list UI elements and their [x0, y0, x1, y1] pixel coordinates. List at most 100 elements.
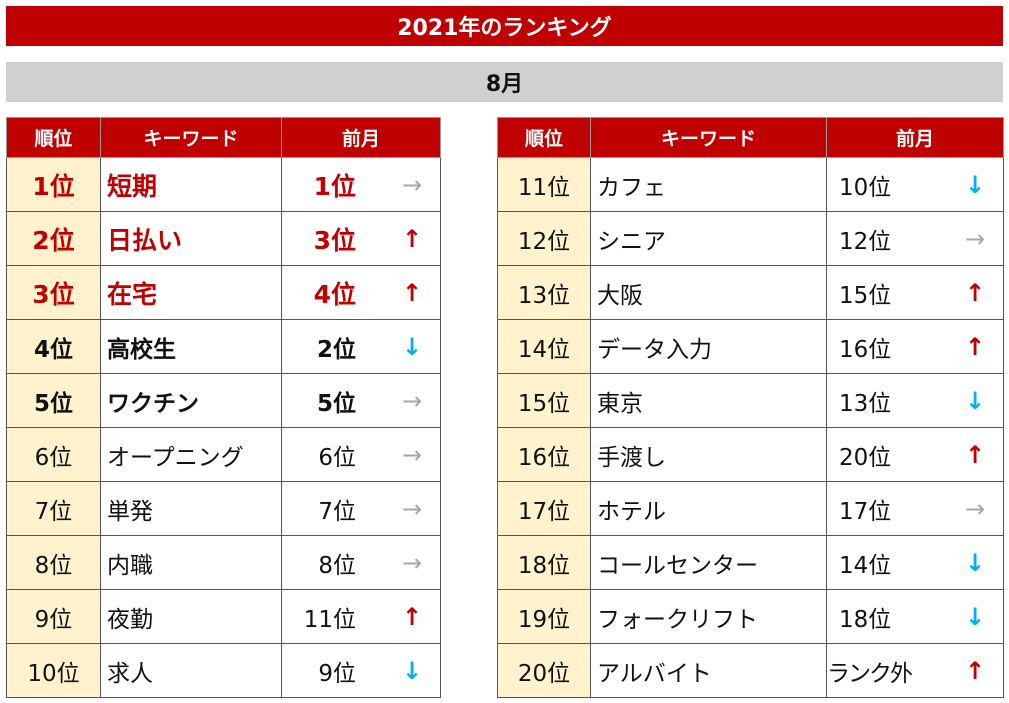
rank-cell: 15位 — [497, 373, 591, 428]
trend-up-arrow-icon: ↑ — [401, 278, 423, 307]
ranking-row: 15位 東京 13位 ↓ — [497, 373, 1004, 428]
trend-up-arrow-icon: ↑ — [964, 332, 986, 361]
ranking-row: 6位 オープニング 6位 → — [6, 427, 441, 482]
trend-down-arrow-icon: ↓ — [964, 548, 986, 577]
rank-cell: 18位 — [497, 535, 591, 590]
prev-month-cell: 14位 ↓ — [826, 535, 1004, 590]
rank-cell: 16位 — [497, 427, 591, 482]
keyword-cell: 単発 — [100, 481, 282, 536]
prev-month-cell: 10位 ↓ — [826, 157, 1004, 212]
rank-cell: 14位 — [497, 319, 591, 374]
keyword-cell: 短期 — [100, 157, 282, 212]
prev-month-cell: 11位 ↑ — [281, 589, 441, 644]
rank-cell: 2位 — [6, 211, 101, 266]
header-keyword: キーワード — [100, 117, 282, 158]
trend-same-arrow-icon: → — [401, 548, 423, 577]
trend-up-arrow-icon: ↑ — [964, 656, 986, 685]
prev-rank-value: 2位 — [316, 336, 356, 363]
prev-rank-value: 1位 — [313, 171, 356, 201]
prev-rank-value: 3位 — [313, 225, 356, 255]
ranking-row: 13位 大阪 15位 ↑ — [497, 265, 1004, 320]
trend-same-arrow-icon: → — [964, 224, 986, 253]
rank-cell: 20位 — [497, 643, 591, 698]
rank-cell: 8位 — [6, 535, 101, 590]
prev-rank-value: 17位 — [839, 498, 892, 525]
trend-up-arrow-icon: ↑ — [401, 602, 423, 631]
trend-same-arrow-icon: → — [401, 386, 423, 415]
keyword-cell: 手渡し — [590, 427, 827, 482]
trend-down-arrow-icon: ↓ — [401, 332, 423, 361]
keyword-cell: フォークリフト — [590, 589, 827, 644]
ranking-row: 11位 カフェ 10位 ↓ — [497, 157, 1004, 212]
ranking-table-left: 順位 キーワード 前月 1位 短期 1位 → 2位 日払い 3位 ↑ 3位 在宅 4位 ↑ 4位 高校生 2… — [6, 117, 441, 698]
trend-same-arrow-icon: → — [401, 170, 423, 199]
ranking-title: 2021年のランキング — [6, 6, 1003, 46]
ranking-row: 17位 ホテル 17位 → — [497, 481, 1004, 536]
rank-cell: 10位 — [6, 643, 101, 698]
prev-month-cell: 2位 ↓ — [281, 319, 441, 374]
keyword-cell: 高校生 — [100, 319, 282, 374]
table-header-row: 順位 キーワード 前月 — [6, 117, 441, 158]
ranking-row: 4位 高校生 2位 ↓ — [6, 319, 441, 374]
prev-rank-value: 14位 — [839, 552, 892, 579]
ranking-row: 19位 フォークリフト 18位 ↓ — [497, 589, 1004, 644]
trend-up-arrow-icon: ↑ — [964, 278, 986, 307]
ranking-row: 7位 単発 7位 → — [6, 481, 441, 536]
prev-month-cell: 13位 ↓ — [826, 373, 1004, 428]
prev-rank-value: 20位 — [839, 444, 892, 471]
prev-month-cell: 18位 ↓ — [826, 589, 1004, 644]
keyword-cell: 大阪 — [590, 265, 827, 320]
keyword-cell: ワクチン — [100, 373, 282, 428]
keyword-cell: アルバイト — [590, 643, 827, 698]
keyword-cell: 在宅 — [100, 265, 282, 320]
keyword-cell: 東京 — [590, 373, 827, 428]
rank-cell: 5位 — [6, 373, 101, 428]
ranking-row: 2位 日払い 3位 ↑ — [6, 211, 441, 266]
rank-cell: 6位 — [6, 427, 101, 482]
trend-down-arrow-icon: ↓ — [964, 602, 986, 631]
prev-rank-value: 7位 — [318, 498, 356, 525]
keyword-cell: 求人 — [100, 643, 282, 698]
rank-cell: 13位 — [497, 265, 591, 320]
prev-month-cell: ランク外 ↑ — [826, 643, 1004, 698]
rank-cell: 19位 — [497, 589, 591, 644]
prev-rank-value: 12位 — [839, 228, 892, 255]
prev-month-cell: 3位 ↑ — [281, 211, 441, 266]
keyword-cell: データ入力 — [590, 319, 827, 374]
keyword-cell: シニア — [590, 211, 827, 266]
prev-rank-value: 11位 — [303, 606, 356, 633]
prev-rank-value: 8位 — [318, 552, 356, 579]
keyword-cell: 内職 — [100, 535, 282, 590]
keyword-cell: カフェ — [590, 157, 827, 212]
keyword-cell: ホテル — [590, 481, 827, 536]
ranking-row: 1位 短期 1位 → — [6, 157, 441, 212]
rank-cell: 7位 — [6, 481, 101, 536]
prev-month-cell: 4位 ↑ — [281, 265, 441, 320]
ranking-row: 8位 内職 8位 → — [6, 535, 441, 590]
ranking-row: 20位 アルバイト ランク外 ↑ — [497, 643, 1004, 698]
prev-rank-value: 5位 — [316, 390, 356, 417]
keyword-cell: 夜勤 — [100, 589, 282, 644]
header-rank: 順位 — [497, 117, 591, 158]
prev-rank-value: ランク外 — [827, 660, 913, 687]
prev-month-cell: 16位 ↑ — [826, 319, 1004, 374]
trend-same-arrow-icon: → — [401, 440, 423, 469]
trend-down-arrow-icon: ↓ — [401, 656, 423, 685]
keyword-cell: オープニング — [100, 427, 282, 482]
trend-down-arrow-icon: ↓ — [964, 386, 986, 415]
prev-month-cell: 20位 ↑ — [826, 427, 1004, 482]
prev-rank-value: 16位 — [839, 336, 892, 363]
prev-rank-value: 10位 — [839, 174, 892, 201]
month-label: 8月 — [6, 62, 1003, 102]
ranking-row: 14位 データ入力 16位 ↑ — [497, 319, 1004, 374]
prev-month-cell: 15位 ↑ — [826, 265, 1004, 320]
ranking-row: 18位 コールセンター 14位 ↓ — [497, 535, 1004, 590]
ranking-row: 5位 ワクチン 5位 → — [6, 373, 441, 428]
ranking-row: 3位 在宅 4位 ↑ — [6, 265, 441, 320]
ranking-row: 16位 手渡し 20位 ↑ — [497, 427, 1004, 482]
trend-up-arrow-icon: ↑ — [964, 440, 986, 469]
ranking-table-right: 順位 キーワード 前月 11位 カフェ 10位 ↓ 12位 シニア 12位 → 13位 大阪 15位… — [497, 117, 1004, 698]
header-rank: 順位 — [6, 117, 101, 158]
header-prev: 前月 — [281, 117, 441, 158]
rank-cell: 12位 — [497, 211, 591, 266]
